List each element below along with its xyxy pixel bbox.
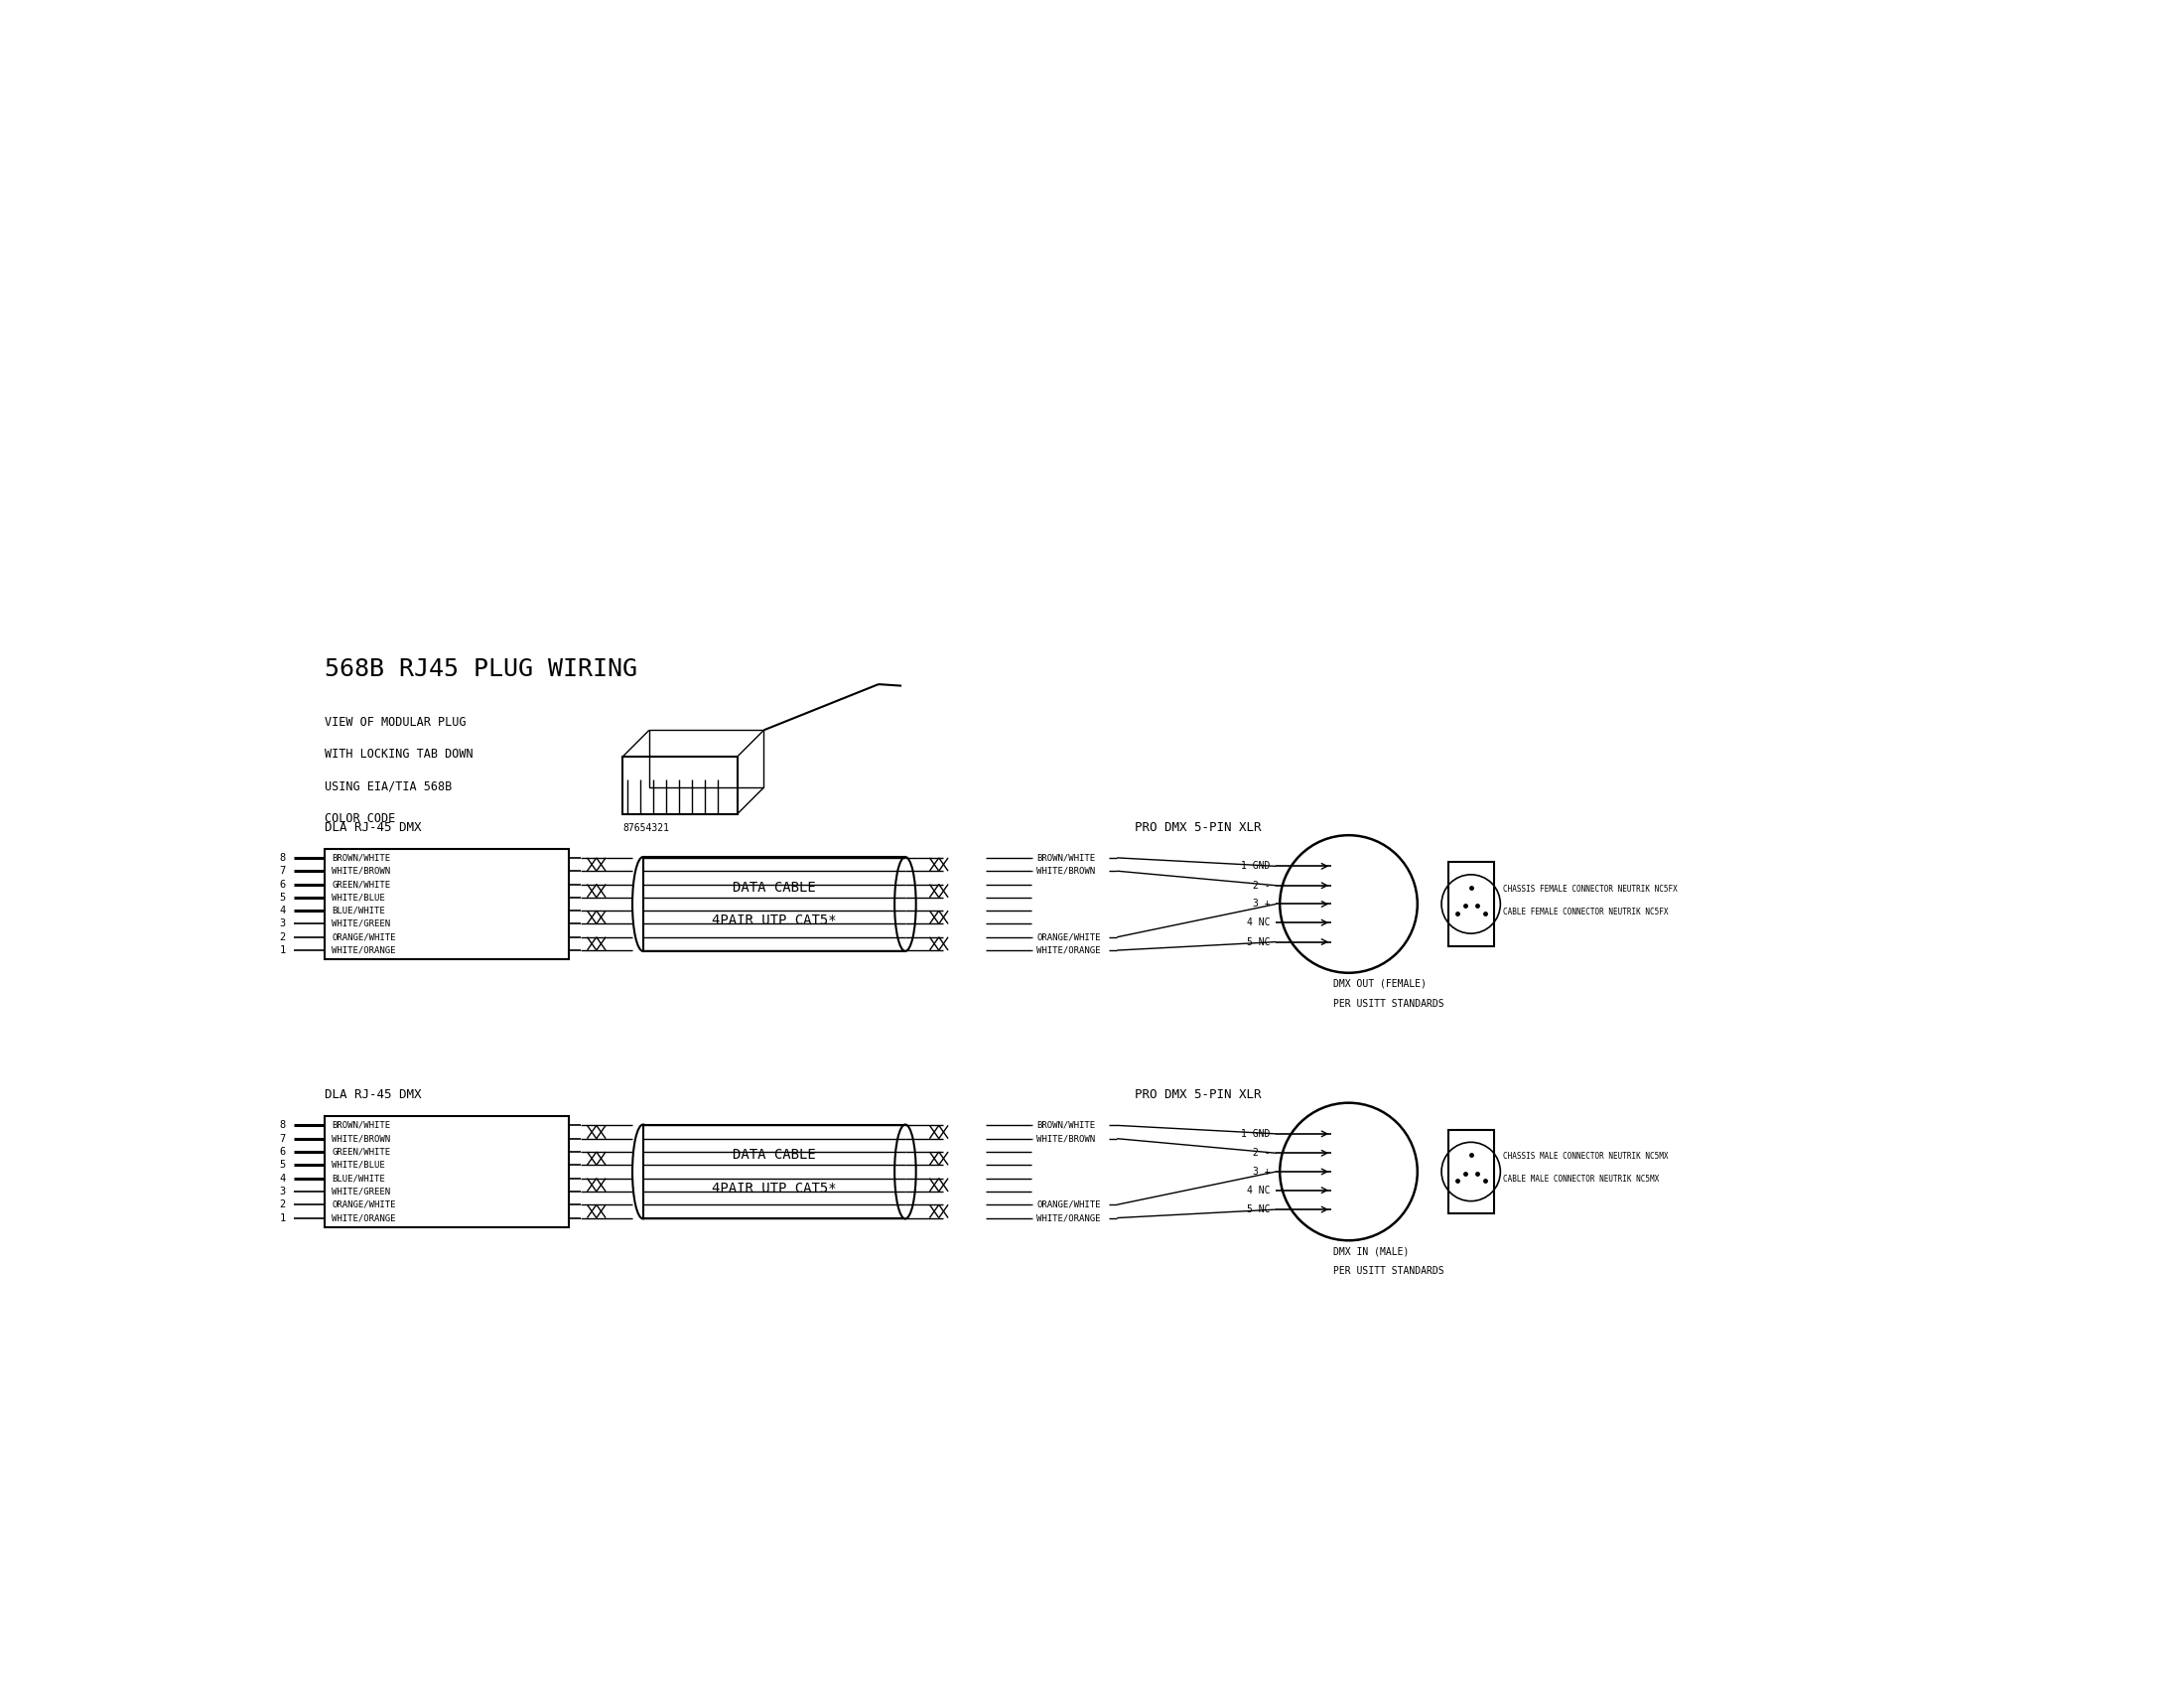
Text: WHITE/BROWN: WHITE/BROWN (332, 866, 391, 876)
Text: 4PAIR UTP CAT5*: 4PAIR UTP CAT5* (712, 913, 836, 928)
Text: ORANGE/WHITE: ORANGE/WHITE (332, 932, 395, 942)
Text: WHITE/ORANGE: WHITE/ORANGE (1037, 945, 1101, 955)
Text: 1 GND: 1 GND (1241, 861, 1269, 871)
Text: BLUE/WHITE: BLUE/WHITE (332, 906, 384, 915)
Text: PER USITT STANDARDS: PER USITT STANDARDS (1332, 1266, 1444, 1276)
Text: DMX IN (MALE): DMX IN (MALE) (1332, 1246, 1409, 1256)
Text: 6: 6 (280, 1146, 286, 1156)
Bar (642, 858, 904, 950)
Text: ORANGE/WHITE: ORANGE/WHITE (1037, 1200, 1101, 1209)
Text: GREEN/WHITE: GREEN/WHITE (332, 879, 391, 888)
Text: PRO DMX 5-PIN XLR: PRO DMX 5-PIN XLR (1136, 820, 1260, 834)
Text: 4 NC: 4 NC (1247, 918, 1269, 928)
Text: CABLE MALE CONNECTOR NEUTRIK NC5MX: CABLE MALE CONNECTOR NEUTRIK NC5MX (1503, 1175, 1660, 1183)
Text: BLUE/WHITE: BLUE/WHITE (332, 1173, 384, 1183)
Text: 568B RJ45 PLUG WIRING: 568B RJ45 PLUG WIRING (323, 657, 638, 680)
Text: 8: 8 (280, 1121, 286, 1131)
Text: BROWN/WHITE: BROWN/WHITE (1037, 1121, 1096, 1129)
Text: GREEN/WHITE: GREEN/WHITE (332, 1148, 391, 1156)
Text: 5: 5 (280, 893, 286, 903)
Text: USING EIA/TIA 568B: USING EIA/TIA 568B (323, 780, 452, 793)
Text: 4 NC: 4 NC (1247, 1185, 1269, 1195)
Text: DLA RJ-45 DMX: DLA RJ-45 DMX (323, 820, 422, 834)
Text: 3: 3 (280, 1187, 286, 1197)
Bar (642, 1124, 904, 1219)
Text: WHITE/BROWN: WHITE/BROWN (332, 1134, 391, 1143)
Text: BROWN/WHITE: BROWN/WHITE (332, 1121, 391, 1129)
Ellipse shape (633, 1124, 653, 1219)
Ellipse shape (895, 858, 915, 950)
Text: 3 +: 3 + (1251, 1166, 1269, 1177)
Ellipse shape (633, 858, 653, 950)
Text: ORANGE/WHITE: ORANGE/WHITE (1037, 932, 1101, 942)
Text: 6: 6 (280, 879, 286, 890)
Text: CABLE FEMALE CONNECTOR NEUTRIK NC5FX: CABLE FEMALE CONNECTOR NEUTRIK NC5FX (1503, 906, 1669, 917)
Text: 1: 1 (280, 1214, 286, 1222)
Bar (1448, 863, 1494, 945)
Text: 2 -: 2 - (1251, 881, 1269, 891)
Text: 4PAIR UTP CAT5*: 4PAIR UTP CAT5* (712, 1182, 836, 1195)
Text: 2: 2 (280, 932, 286, 942)
Text: 8: 8 (280, 852, 286, 863)
Text: WITH LOCKING TAB DOWN: WITH LOCKING TAB DOWN (323, 748, 474, 761)
Text: DLA RJ-45 DMX: DLA RJ-45 DMX (323, 1089, 422, 1101)
Text: DMX OUT (FEMALE): DMX OUT (FEMALE) (1332, 979, 1426, 989)
Text: WHITE/ORANGE: WHITE/ORANGE (332, 945, 395, 955)
Text: WHITE/GREEN: WHITE/GREEN (332, 1187, 391, 1195)
Text: WHITE/ORANGE: WHITE/ORANGE (1037, 1214, 1101, 1222)
Text: DATA CABLE: DATA CABLE (732, 1148, 817, 1161)
Text: 5: 5 (280, 1160, 286, 1170)
Text: BROWN/WHITE: BROWN/WHITE (1037, 854, 1096, 863)
Text: PER USITT STANDARDS: PER USITT STANDARDS (1332, 999, 1444, 1009)
Text: 3 +: 3 + (1251, 900, 1269, 910)
Text: VIEW OF MODULAR PLUG: VIEW OF MODULAR PLUG (323, 716, 465, 729)
Text: 7: 7 (280, 1134, 286, 1143)
Text: BROWN/WHITE: BROWN/WHITE (332, 854, 391, 863)
Text: WHITE/ORANGE: WHITE/ORANGE (332, 1214, 395, 1222)
Text: 2 -: 2 - (1251, 1148, 1269, 1158)
Text: CHASSIS MALE CONNECTOR NEUTRIK NC5MX: CHASSIS MALE CONNECTOR NEUTRIK NC5MX (1503, 1151, 1669, 1161)
Text: 3: 3 (280, 918, 286, 928)
Text: 1 GND: 1 GND (1241, 1129, 1269, 1139)
Text: DATA CABLE: DATA CABLE (732, 879, 817, 895)
Text: WHITE/BROWN: WHITE/BROWN (1037, 1134, 1096, 1143)
Text: WHITE/BLUE: WHITE/BLUE (332, 893, 384, 901)
Bar (323, 849, 568, 959)
Text: 7: 7 (280, 866, 286, 876)
Bar (1448, 1129, 1494, 1214)
Text: COLOR CODE: COLOR CODE (323, 812, 395, 825)
Text: 2: 2 (280, 1200, 286, 1210)
Ellipse shape (895, 1124, 915, 1219)
Text: 5 NC: 5 NC (1247, 937, 1269, 947)
Text: 87654321: 87654321 (622, 824, 668, 832)
Text: 5 NC: 5 NC (1247, 1205, 1269, 1214)
Text: CHASSIS FEMALE CONNECTOR NEUTRIK NC5FX: CHASSIS FEMALE CONNECTOR NEUTRIK NC5FX (1503, 885, 1677, 893)
Text: WHITE/BROWN: WHITE/BROWN (1037, 866, 1096, 876)
Text: 4: 4 (280, 1173, 286, 1183)
Text: 1: 1 (280, 945, 286, 955)
Text: ORANGE/WHITE: ORANGE/WHITE (332, 1200, 395, 1209)
Text: PRO DMX 5-PIN XLR: PRO DMX 5-PIN XLR (1136, 1089, 1260, 1101)
Text: WHITE/BLUE: WHITE/BLUE (332, 1161, 384, 1170)
Text: WHITE/GREEN: WHITE/GREEN (332, 920, 391, 928)
Text: 4: 4 (280, 906, 286, 915)
Bar (649, 731, 764, 788)
Bar (323, 1116, 568, 1227)
Bar (622, 756, 738, 814)
